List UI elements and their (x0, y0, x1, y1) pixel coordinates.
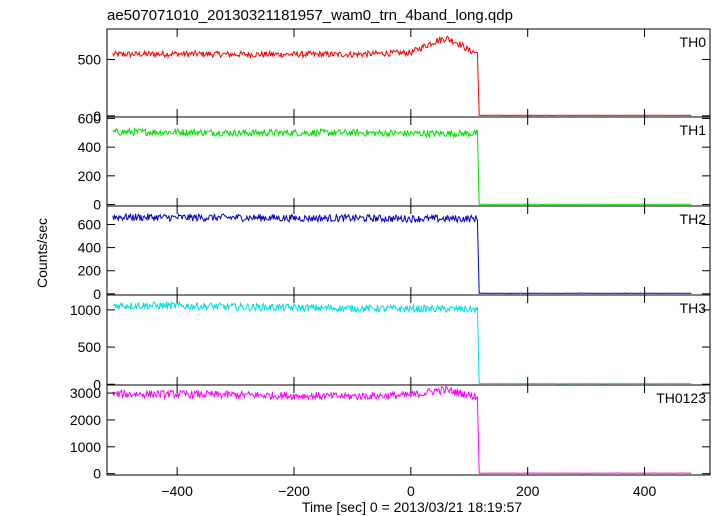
panel-th0: 0 500 TH0 (78, 28, 711, 124)
panel-frame (106, 116, 711, 207)
y-tick-label: 200 (78, 168, 102, 184)
panel-label: TH3 (680, 300, 707, 316)
x-tick-label: 400 (633, 483, 657, 499)
y-tick-label: 400 (78, 240, 102, 256)
series-line-th1 (112, 126, 692, 206)
y-tick-label: 500 (78, 51, 102, 67)
panel-label: TH1 (680, 122, 707, 138)
x-tick-label: −200 (278, 483, 310, 499)
y-tick-label: 0 (93, 197, 101, 213)
y-tick-label: 3000 (70, 385, 101, 401)
y-tick-label: 0 (93, 286, 101, 302)
y-tick-label: 600 (78, 110, 102, 126)
panel-th2: 0 200 400 600 TH2 (78, 205, 711, 302)
panel-frame (106, 384, 711, 476)
panel-label: TH0 (680, 34, 707, 50)
panel-stack: 0 500 TH0 0 200 400 600 TH1 0 200 400 600 TH2 0 500 100… (70, 28, 711, 499)
panel-label: TH2 (680, 211, 707, 227)
y-tick-label: 0 (93, 466, 101, 482)
series-line-th3 (112, 300, 692, 385)
series-line-th2 (112, 212, 692, 295)
y-axis-label: Counts/sec (34, 218, 50, 288)
panel-th0123: 0 1000 2000 3000 TH0123 (70, 384, 711, 482)
y-tick-label: 200 (78, 263, 102, 279)
series-line-th0 (112, 35, 692, 117)
series-line-th0123 (112, 385, 692, 474)
panel-th3: 0 500 1000 TH3 (70, 294, 711, 392)
chart-title: ae507071010_20130321181957_wam0_trn_4ban… (107, 7, 513, 24)
panel-frame (106, 28, 711, 118)
x-tick-label: 0 (407, 483, 415, 499)
x-axis-label: Time [sec] 0 = 2013/03/21 18:19:57 (302, 499, 522, 515)
y-tick-label: 1000 (70, 439, 101, 455)
y-tick-label: 0 (93, 376, 101, 392)
y-tick-label: 600 (78, 216, 102, 232)
x-tick-label: 200 (516, 483, 540, 499)
panel-label: TH0123 (656, 390, 706, 406)
y-tick-label: 500 (78, 339, 102, 355)
y-tick-label: 1000 (70, 302, 101, 318)
panel-frame (106, 294, 711, 386)
y-tick-label: 0 (93, 108, 101, 124)
x-tick-label: −400 (161, 483, 193, 499)
y-tick-label: 400 (78, 139, 102, 155)
y-tick-label: 2000 (70, 412, 101, 428)
panel-th1: 0 200 400 600 TH1 (78, 110, 711, 213)
